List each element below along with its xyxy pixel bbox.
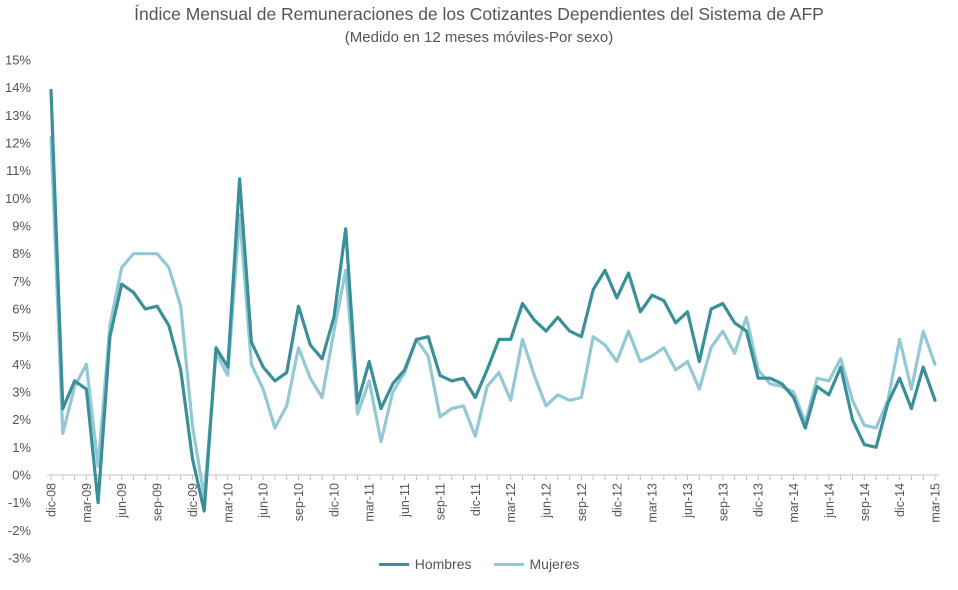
x-tick-label: jun-11 — [398, 483, 412, 518]
series-line-mujeres — [49, 135, 937, 499]
legend-swatch-hombres — [378, 562, 409, 566]
x-tick-label: sep-09 — [151, 483, 165, 521]
y-tick-label: 13% — [5, 108, 31, 123]
y-tick-label: 6% — [12, 302, 31, 317]
y-tick-label: 0% — [12, 468, 31, 483]
x-tick-label: jun-14 — [822, 483, 836, 519]
legend-item-mujeres: Mujeres — [493, 556, 580, 572]
x-tick-label: sep-14 — [858, 483, 872, 521]
x-tick-label: sep-11 — [433, 483, 447, 520]
y-tick-label: 2% — [12, 412, 31, 427]
y-axis-ticks: -3% -2% -1% 0% 1% 2% 3% 4% 5% 6% 7% 8% 9% 10% 11% 12% 13… — [5, 53, 31, 566]
y-tick-label: 14% — [5, 80, 31, 95]
x-tick-label: dic-12 — [610, 483, 624, 517]
y-tick-label: 11% — [6, 163, 31, 178]
y-tick-label: 3% — [12, 385, 31, 400]
x-tick-label: jun-10 — [257, 483, 271, 519]
y-tick-label: 9% — [12, 219, 31, 234]
x-tick-label: mar-14 — [787, 483, 801, 523]
x-tick-label: mar-12 — [504, 483, 518, 523]
legend-swatch-mujeres — [493, 562, 524, 566]
x-tick-label: mar-15 — [929, 483, 943, 523]
legend-label-mujeres: Mujeres — [529, 556, 580, 572]
x-tick-label: jun-09 — [115, 483, 129, 519]
x-tick-label: dic-11 — [469, 483, 483, 516]
legend: Hombres Mujeres — [0, 556, 958, 572]
legend-item-hombres: Hombres — [378, 556, 472, 572]
y-tick-label: -1% — [8, 495, 32, 510]
y-tick-label: 1% — [12, 440, 31, 455]
x-tick-label: dic-10 — [327, 483, 341, 517]
x-tick-label: sep-10 — [292, 483, 306, 521]
chart-subtitle: (Medido en 12 meses móviles-Por sexo) — [344, 29, 614, 46]
x-tick-label: dic-09 — [186, 483, 200, 517]
y-tick-label: 8% — [12, 246, 31, 261]
x-tick-label: sep-12 — [575, 483, 589, 521]
x-tick-label: dic-13 — [752, 483, 766, 517]
chart-title: Índice Mensual de Remuneraciones de los … — [134, 4, 824, 24]
x-tick-label: mar-10 — [221, 483, 235, 523]
y-tick-label: 7% — [12, 274, 31, 289]
x-tick-label: mar-11 — [363, 483, 377, 522]
y-tick-label: 10% — [5, 191, 31, 206]
y-tick-label: 4% — [12, 357, 31, 372]
x-axis-ticks: dic-08 mar-09 jun-09 sep-09 dic-09 mar-10 jun-… — [45, 475, 943, 523]
series-lines — [49, 88, 937, 513]
x-tick-label: sep-13 — [716, 483, 730, 521]
y-tick-label: 12% — [5, 136, 31, 151]
y-tick-label: 5% — [12, 329, 31, 344]
y-tick-label: -2% — [8, 523, 32, 538]
x-tick-label: mar-09 — [80, 483, 94, 523]
legend-label-hombres: Hombres — [414, 556, 472, 572]
x-tick-label: dic-08 — [45, 483, 59, 517]
y-tick-label: -3% — [8, 551, 32, 566]
x-tick-label: mar-13 — [646, 483, 660, 523]
y-tick-label: 15% — [5, 53, 31, 68]
x-tick-label: jun-13 — [681, 483, 695, 519]
series-line-hombres — [49, 88, 937, 513]
x-tick-label: dic-14 — [893, 483, 907, 517]
x-tick-label: jun-12 — [540, 483, 554, 519]
